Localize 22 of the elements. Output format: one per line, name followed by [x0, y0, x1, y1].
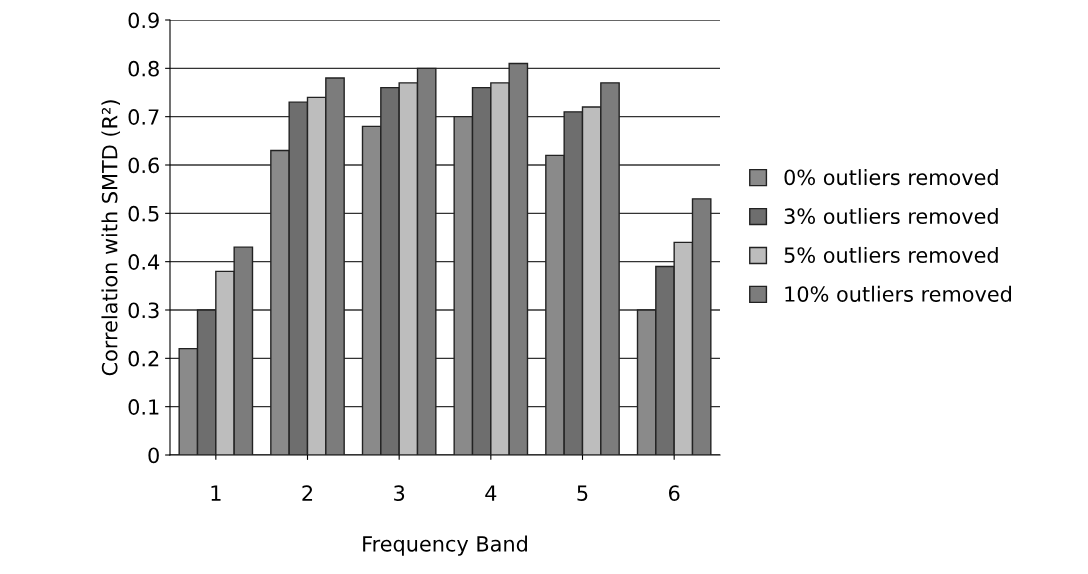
y-tick-label: 0.4 — [128, 254, 160, 270]
x-tick-label: 6 — [668, 485, 680, 501]
x-tick-label: 1 — [211, 485, 221, 501]
y-tick-label: 0.1 — [128, 399, 159, 415]
y-tick-label: 0.5 — [128, 205, 159, 222]
y-axis-title: Correlation with SMTD (R²) — [101, 100, 121, 376]
y-tick-label: 0.7 — [128, 109, 159, 125]
x-tick-label: 2 — [302, 485, 313, 501]
y-tick-label: 0.3 — [128, 302, 159, 319]
x-tick-label: 3 — [394, 485, 405, 501]
legend-label: 3% outliers removed — [784, 207, 998, 225]
legend-label: 10% outliers removed — [785, 285, 1011, 302]
y-tick-label: 0.9 — [128, 12, 159, 29]
x-tick-label: 4 — [485, 485, 497, 501]
legend-label: 5% outliers removed — [784, 246, 998, 263]
y-tick-label: 0.8 — [128, 60, 159, 77]
x-axis-title: Frequency Band — [363, 535, 527, 556]
y-tick-label: 0 — [148, 447, 159, 464]
legend-label: 0% outliers removed — [784, 169, 998, 186]
y-tick-label: 0.2 — [128, 350, 159, 367]
x-tick-label: 5 — [577, 485, 588, 501]
y-tick-label: 0.6 — [128, 157, 159, 174]
